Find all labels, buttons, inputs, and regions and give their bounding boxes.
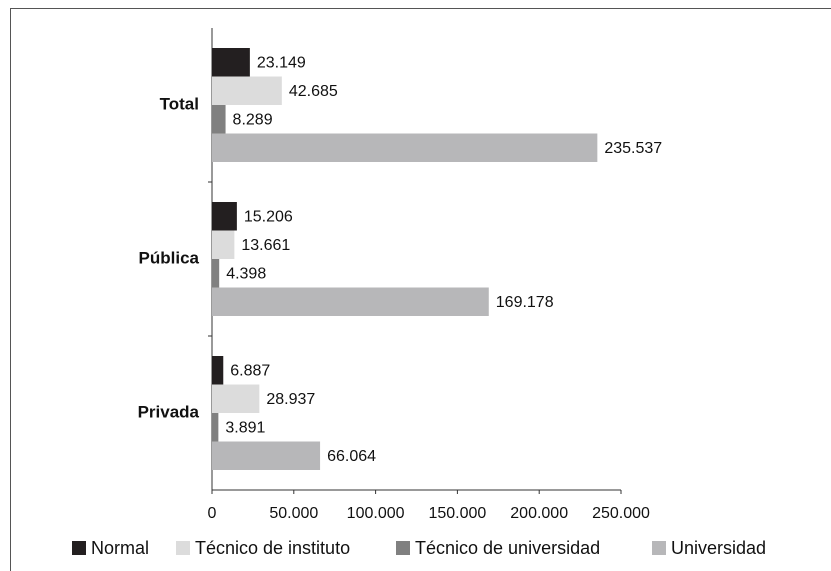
x-tick-label: 100.000 [347, 505, 405, 522]
legend-label: Normal [91, 538, 149, 558]
legend-label: Técnico de instituto [195, 538, 350, 558]
bar [212, 384, 260, 413]
frame [10, 8, 831, 571]
category-label: Privada [138, 402, 200, 421]
bar [212, 202, 237, 231]
bar [212, 413, 219, 442]
x-tick-label: 150.000 [428, 505, 486, 522]
legend-label: Universidad [671, 538, 766, 558]
value-label: 13.661 [241, 237, 290, 254]
legend-swatch [72, 541, 86, 555]
bar [212, 441, 321, 470]
bar [212, 105, 226, 134]
bar [212, 259, 220, 288]
x-tick-label: 200.000 [510, 505, 568, 522]
x-tick-label: 0 [208, 505, 217, 522]
value-label: 15.206 [244, 208, 293, 225]
bar [212, 356, 224, 385]
x-tick-label: 50.000 [269, 505, 318, 522]
value-label: 235.537 [604, 140, 662, 157]
legend-label: Técnico de universidad [415, 538, 600, 558]
value-label: 8.289 [233, 111, 273, 128]
value-label: 4.398 [226, 265, 266, 282]
legend-swatch [396, 541, 410, 555]
bar [212, 133, 598, 162]
bar [212, 76, 282, 105]
bar [212, 48, 250, 77]
bar [212, 287, 489, 316]
value-label: 23.149 [257, 54, 306, 71]
bar [212, 230, 235, 259]
value-label: 169.178 [496, 294, 554, 311]
category-label: Pública [139, 248, 200, 267]
x-tick-label: 250.000 [592, 505, 650, 522]
value-label: 42.685 [289, 83, 338, 100]
value-label: 28.937 [266, 391, 315, 408]
value-label: 66.064 [327, 448, 376, 465]
legend-swatch [652, 541, 666, 555]
value-label: 3.891 [225, 419, 265, 436]
category-label: Total [160, 94, 199, 113]
legend-swatch [176, 541, 190, 555]
value-label: 6.887 [230, 362, 270, 379]
